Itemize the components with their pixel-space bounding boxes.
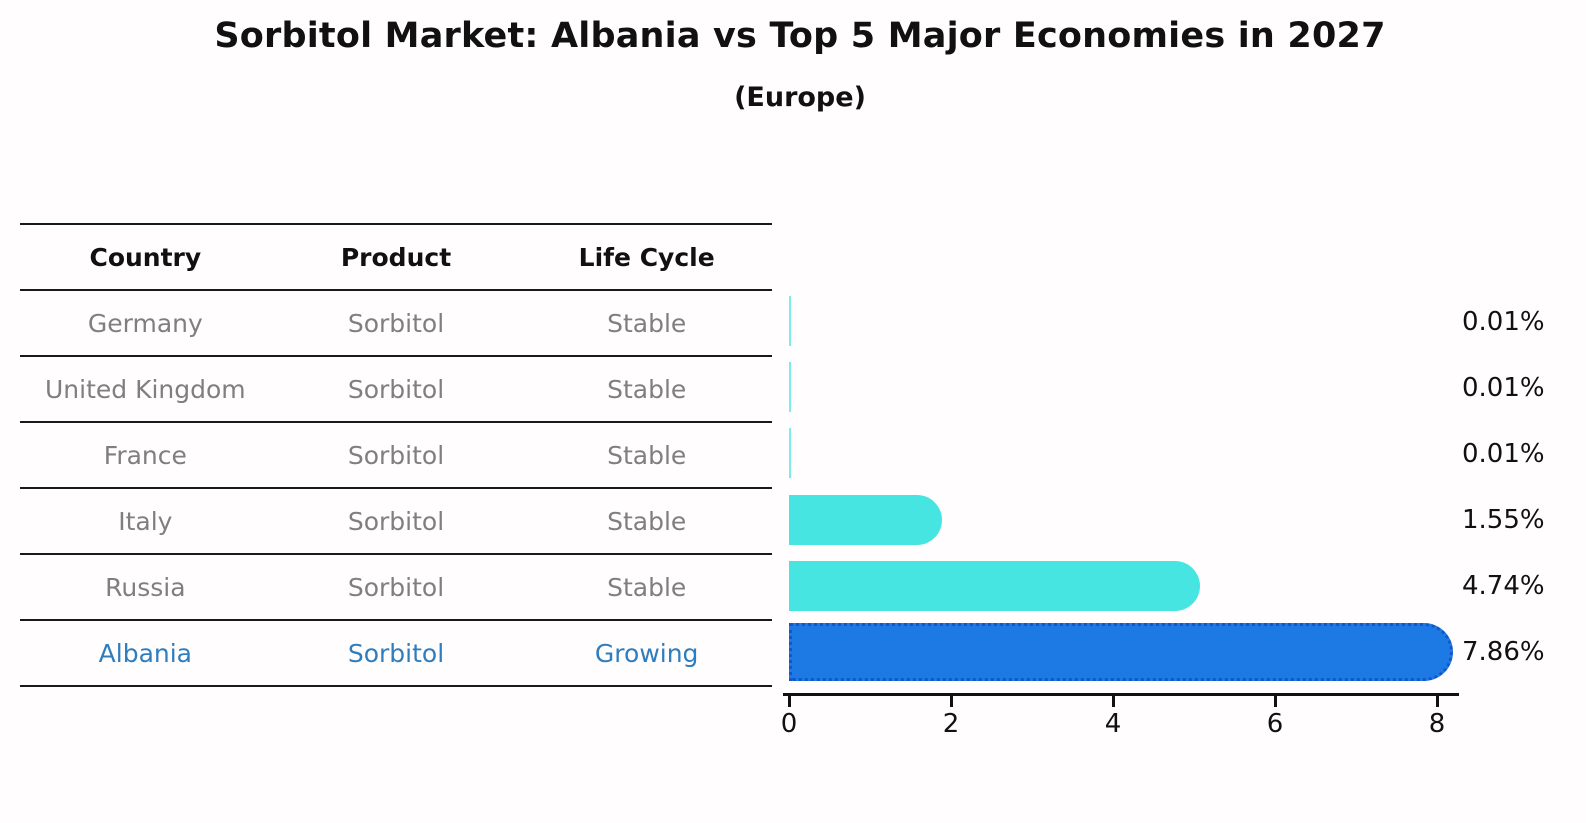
- lifecycle-cell: Growing: [594, 638, 699, 668]
- product-cell: Sorbitol: [347, 638, 445, 668]
- country-cell: United Kingdom: [45, 374, 246, 404]
- x-axis-tick: [1436, 696, 1439, 707]
- table-row: Albania Sorbitol Growing: [20, 621, 772, 685]
- table-row: United Kingdom Sorbitol Stable: [20, 357, 772, 423]
- lifecycle-cell: Stable: [607, 374, 687, 404]
- lifecycle-cell: Stable: [607, 506, 687, 536]
- lifecycle-cell: Stable: [607, 308, 687, 338]
- product-cell: Sorbitol: [347, 440, 445, 470]
- x-axis-tick-label: 6: [1266, 709, 1284, 739]
- bar-united-kingdom: [789, 362, 791, 412]
- country-cell: France: [103, 440, 187, 470]
- value-label: 0.01%: [1462, 307, 1545, 337]
- x-axis-tick-label: 4: [1104, 709, 1122, 739]
- product-cell: Sorbitol: [347, 506, 445, 536]
- table-row: Germany Sorbitol Stable: [20, 291, 772, 357]
- bar-russia: [789, 561, 1200, 611]
- col-header-lifecycle: Life Cycle: [578, 242, 715, 272]
- col-header-product: Product: [340, 242, 452, 272]
- chart-subtitle: (Europe): [734, 82, 866, 113]
- bar-france: [789, 428, 791, 478]
- value-label: 7.86%: [1462, 637, 1545, 667]
- bar-italy: [789, 495, 942, 545]
- comparison-table: Country Product Life Cycle Germany Sorbit…: [20, 223, 772, 687]
- value-label: 4.74%: [1462, 571, 1545, 601]
- chart-title: Sorbitol Market: Albania vs Top 5 Major …: [214, 16, 1386, 56]
- product-cell: Sorbitol: [347, 572, 445, 602]
- x-axis-tick: [788, 696, 791, 707]
- country-cell: Albania: [98, 638, 193, 668]
- table-header-row: Country Product Life Cycle: [20, 225, 772, 291]
- table-row: France Sorbitol Stable: [20, 423, 772, 489]
- x-axis-tick: [1274, 696, 1277, 707]
- lifecycle-cell: Stable: [607, 440, 687, 470]
- value-label: 0.01%: [1462, 439, 1545, 469]
- table-row: Italy Sorbitol Stable: [20, 489, 772, 555]
- x-axis: [783, 693, 1459, 696]
- country-cell: Russia: [105, 572, 186, 602]
- country-cell: Germany: [87, 308, 203, 338]
- product-cell: Sorbitol: [347, 374, 445, 404]
- bar-albania: [789, 623, 1453, 681]
- value-label: 0.01%: [1462, 373, 1545, 403]
- product-cell: Sorbitol: [347, 308, 445, 338]
- x-axis-tick: [950, 696, 953, 707]
- x-axis-tick-label: 2: [942, 709, 960, 739]
- x-axis-tick-label: 0: [780, 709, 798, 739]
- col-header-country: Country: [89, 242, 202, 272]
- x-axis-tick-label: 8: [1428, 709, 1446, 739]
- value-label: 1.55%: [1462, 505, 1545, 535]
- bar-germany: [789, 296, 791, 346]
- x-axis-tick: [1112, 696, 1115, 707]
- table-row: Russia Sorbitol Stable: [20, 555, 772, 621]
- lifecycle-cell: Stable: [607, 572, 687, 602]
- country-cell: Italy: [118, 506, 173, 536]
